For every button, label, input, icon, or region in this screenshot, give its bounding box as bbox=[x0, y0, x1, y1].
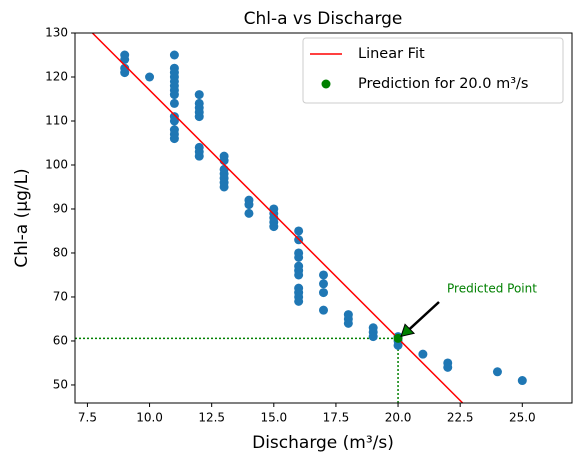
y-tick-label: 130 bbox=[45, 26, 68, 40]
y-axis-label: Chl-a (μg/L) bbox=[12, 168, 32, 267]
point bbox=[319, 279, 328, 289]
arrow-shaft bbox=[405, 301, 440, 334]
y-tick-label: 60 bbox=[53, 333, 68, 347]
point bbox=[145, 72, 155, 82]
point bbox=[169, 90, 179, 100]
point bbox=[319, 270, 328, 280]
point bbox=[269, 222, 279, 232]
legend-label: Linear Fit bbox=[358, 46, 425, 62]
y-tick-label: 110 bbox=[45, 113, 68, 127]
x-tick-label: 20.0 bbox=[385, 411, 412, 425]
legend-label: Prediction for 20.0 m³/s bbox=[358, 76, 528, 92]
x-tick-label: 12.5 bbox=[198, 411, 225, 425]
x-tick-label: 17.5 bbox=[323, 411, 350, 425]
point bbox=[294, 226, 304, 236]
y-tick-label: 70 bbox=[53, 289, 68, 303]
arrow-head bbox=[400, 323, 416, 338]
plot-area bbox=[75, 33, 527, 403]
axes-frame bbox=[74, 32, 573, 404]
x-tick-label: 25.0 bbox=[509, 411, 536, 425]
point bbox=[194, 90, 204, 100]
x-axis-label: Discharge (m³/s) bbox=[252, 433, 394, 453]
point bbox=[393, 333, 403, 343]
point bbox=[169, 116, 179, 126]
point bbox=[517, 376, 527, 386]
point bbox=[294, 252, 304, 262]
point bbox=[492, 367, 502, 377]
point bbox=[169, 98, 179, 108]
point bbox=[194, 112, 204, 122]
x-tick-label: 22.5 bbox=[447, 411, 474, 425]
point bbox=[120, 54, 130, 64]
point bbox=[319, 305, 328, 315]
point bbox=[294, 296, 304, 306]
legend-marker bbox=[321, 79, 331, 89]
point bbox=[294, 270, 304, 280]
y-tick-label: 100 bbox=[45, 157, 68, 171]
x-tick-label: 15.0 bbox=[260, 411, 287, 425]
point bbox=[169, 50, 179, 60]
legend-box bbox=[302, 37, 564, 104]
point bbox=[194, 151, 204, 161]
point bbox=[169, 134, 179, 144]
point bbox=[393, 340, 403, 350]
point bbox=[244, 208, 254, 218]
point bbox=[443, 362, 453, 372]
x-tick-label: 10.0 bbox=[136, 411, 163, 425]
chart-title: Chl-a vs Discharge bbox=[244, 9, 403, 29]
annotation: Predicted Point bbox=[447, 282, 537, 296]
point bbox=[319, 288, 328, 298]
x-tick-label: 7.5 bbox=[78, 411, 97, 425]
point bbox=[244, 200, 254, 210]
y-tick-label: 50 bbox=[53, 377, 68, 391]
y-tick-label: 120 bbox=[45, 69, 68, 83]
y-tick-label: 80 bbox=[53, 245, 68, 259]
point bbox=[418, 349, 428, 359]
point bbox=[219, 182, 229, 192]
y-tick-label: 90 bbox=[53, 201, 68, 215]
point bbox=[343, 318, 353, 328]
point bbox=[120, 68, 130, 78]
point bbox=[368, 332, 378, 342]
